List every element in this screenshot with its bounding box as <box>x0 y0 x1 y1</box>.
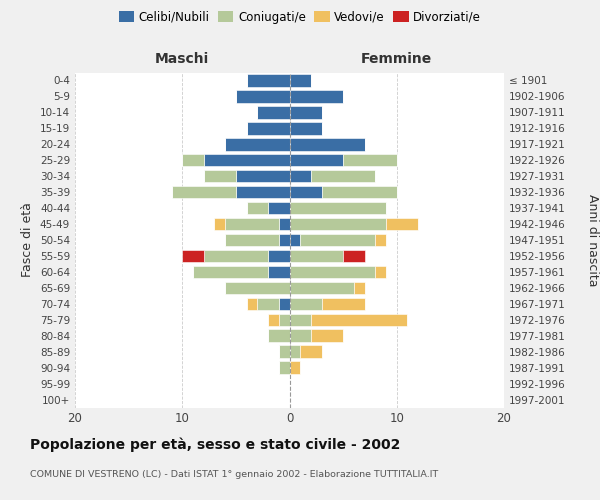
Bar <box>279 298 290 310</box>
Bar <box>247 202 268 214</box>
Bar <box>225 282 290 294</box>
Bar <box>257 298 279 310</box>
Text: COMUNE DI VESTRENO (LC) - Dati ISTAT 1° gennaio 2002 - Elaborazione TUTTITALIA.I: COMUNE DI VESTRENO (LC) - Dati ISTAT 1° … <box>30 470 438 479</box>
Bar <box>247 122 290 134</box>
Bar <box>290 106 322 118</box>
Bar <box>311 314 407 326</box>
Text: Popolazione per età, sesso e stato civile - 2002: Popolazione per età, sesso e stato civil… <box>30 438 400 452</box>
Bar <box>204 250 268 262</box>
Bar <box>182 250 204 262</box>
Bar <box>268 202 290 214</box>
Bar <box>300 346 322 358</box>
Bar <box>290 234 300 246</box>
Bar <box>204 154 290 166</box>
Bar <box>376 234 386 246</box>
Bar <box>290 138 365 150</box>
Bar <box>279 362 290 374</box>
Bar <box>290 90 343 102</box>
Bar <box>257 106 290 118</box>
Bar <box>343 250 365 262</box>
Bar <box>290 330 311 342</box>
Bar <box>290 298 322 310</box>
Bar <box>290 186 322 198</box>
Text: Maschi: Maschi <box>155 52 209 66</box>
Bar <box>236 170 290 182</box>
Bar <box>268 330 290 342</box>
Bar <box>311 170 376 182</box>
Bar <box>376 266 386 278</box>
Bar <box>290 74 311 86</box>
Text: Femmine: Femmine <box>361 52 433 66</box>
Bar <box>279 314 290 326</box>
Bar <box>290 170 311 182</box>
Bar <box>193 266 268 278</box>
Bar <box>279 234 290 246</box>
Bar <box>290 154 343 166</box>
Bar <box>268 266 290 278</box>
Bar <box>290 122 322 134</box>
Bar <box>322 186 397 198</box>
Bar <box>290 250 343 262</box>
Bar <box>204 170 236 182</box>
Bar <box>290 314 311 326</box>
Bar <box>236 186 290 198</box>
Bar <box>247 298 257 310</box>
Bar <box>268 250 290 262</box>
Bar <box>322 298 365 310</box>
Bar <box>386 218 418 230</box>
Bar <box>279 346 290 358</box>
Bar <box>225 138 290 150</box>
Bar <box>182 154 204 166</box>
Bar <box>172 186 236 198</box>
Bar <box>290 346 300 358</box>
Bar <box>268 314 279 326</box>
Bar <box>290 282 354 294</box>
Y-axis label: Fasce di età: Fasce di età <box>22 202 34 278</box>
Text: Anni di nascita: Anni di nascita <box>586 194 599 286</box>
Bar <box>354 282 365 294</box>
Legend: Celibi/Nubili, Coniugati/e, Vedovi/e, Divorziati/e: Celibi/Nubili, Coniugati/e, Vedovi/e, Di… <box>114 6 486 28</box>
Bar <box>290 202 386 214</box>
Bar <box>214 218 225 230</box>
Bar <box>290 362 300 374</box>
Bar <box>225 218 279 230</box>
Bar <box>236 90 290 102</box>
Bar <box>311 330 343 342</box>
Bar <box>247 74 290 86</box>
Bar <box>300 234 376 246</box>
Bar <box>343 154 397 166</box>
Bar <box>279 218 290 230</box>
Bar <box>290 266 376 278</box>
Bar <box>290 218 386 230</box>
Bar <box>225 234 279 246</box>
